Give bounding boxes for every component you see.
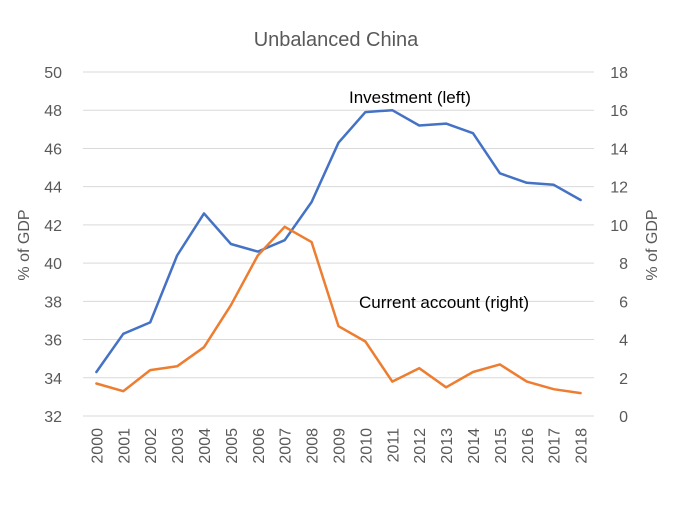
left-tick-label: 42 — [44, 218, 62, 235]
left-tick-label: 32 — [44, 409, 62, 426]
right-tick-label: 18 — [610, 65, 628, 82]
investment-annotation: Investment (left) — [349, 88, 471, 107]
right-tick-label: 0 — [619, 409, 628, 426]
right-tick-label: 2 — [619, 371, 628, 388]
left-tick-label: 50 — [44, 65, 62, 82]
x-tick-label: 2014 — [466, 428, 483, 464]
x-tick-label: 2017 — [547, 428, 564, 464]
left-tick-label: 40 — [44, 256, 62, 273]
right-tick-label: 16 — [610, 103, 628, 120]
x-tick-label: 2009 — [332, 428, 349, 464]
gridlines — [83, 71, 594, 417]
x-tick-label: 2006 — [251, 428, 268, 464]
right-tick-label: 12 — [610, 180, 628, 197]
x-tick-label: 2010 — [358, 428, 375, 464]
chart-title: Unbalanced China — [254, 29, 419, 51]
left-axis-label: % of GDP — [16, 209, 33, 280]
x-tick-label: 2005 — [224, 428, 241, 464]
x-tick-label: 2016 — [520, 428, 537, 464]
x-tick-label: 2004 — [197, 428, 214, 464]
x-tick-label: 2012 — [412, 428, 429, 464]
right-tick-label: 6 — [619, 294, 628, 311]
right-tick-label: 4 — [619, 333, 628, 350]
x-axis-ticks: 2000 2001 2002 2003 2004 2005 2006 2007 2008 2009… — [89, 428, 590, 464]
right-tick-label: 14 — [610, 141, 628, 158]
left-tick-label: 36 — [44, 333, 62, 350]
x-tick-label: 2002 — [143, 428, 160, 464]
right-axis-ticks: 0 2 4 6 8 10 12 14 16 18 — [610, 65, 628, 426]
right-tick-label: 8 — [619, 256, 628, 273]
left-tick-label: 48 — [44, 103, 62, 120]
x-tick-label: 2015 — [493, 428, 510, 464]
left-tick-label: 44 — [44, 180, 62, 197]
left-tick-label: 34 — [44, 371, 62, 388]
current-account-line — [95, 225, 582, 395]
x-tick-label: 2007 — [278, 428, 295, 464]
current-account-annotation: Current account (right) — [359, 293, 529, 312]
left-axis-ticks: 32 34 36 38 40 42 44 46 48 50 — [44, 65, 62, 426]
investment-line — [95, 108, 582, 374]
x-tick-label: 2000 — [89, 428, 106, 464]
x-tick-label: 2013 — [439, 428, 456, 464]
x-tick-label: 2011 — [385, 428, 402, 463]
x-tick-label: 2008 — [305, 428, 322, 464]
right-axis-label: % of GDP — [644, 209, 661, 280]
x-tick-label: 2018 — [574, 428, 591, 464]
x-tick-label: 2003 — [170, 428, 187, 464]
left-tick-label: 38 — [44, 294, 62, 311]
series-lines — [95, 108, 582, 395]
left-tick-label: 46 — [44, 141, 62, 158]
x-tick-label: 2001 — [116, 428, 133, 464]
right-tick-label: 10 — [610, 218, 628, 235]
